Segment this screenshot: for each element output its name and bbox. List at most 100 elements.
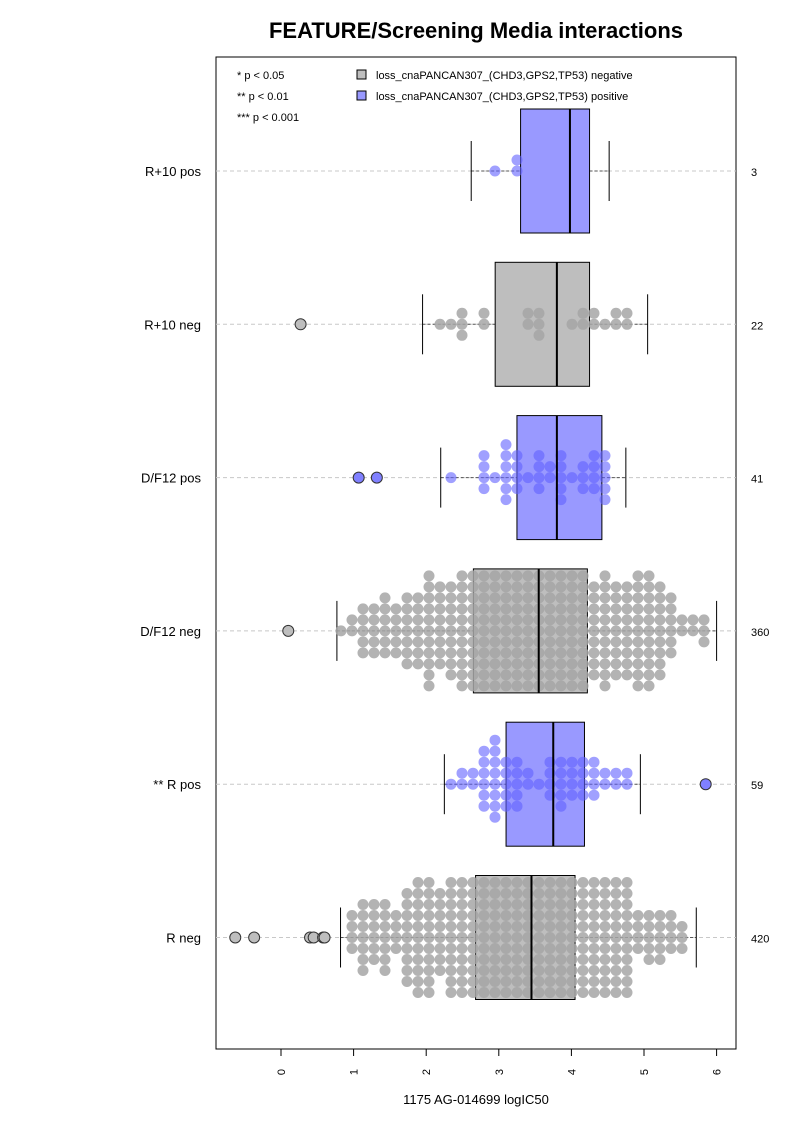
data-point	[423, 932, 435, 943]
data-point	[511, 976, 523, 987]
data-point	[533, 921, 545, 932]
data-point	[445, 976, 457, 987]
data-point	[456, 570, 468, 582]
data-point	[621, 603, 633, 615]
data-point	[588, 592, 600, 604]
data-point	[544, 669, 556, 681]
data-point	[390, 910, 402, 921]
data-point	[621, 307, 633, 319]
data-point	[533, 987, 545, 998]
data-point	[599, 987, 611, 998]
data-point	[665, 592, 677, 604]
data-point	[654, 943, 666, 954]
data-point	[555, 910, 567, 921]
outlier-point	[699, 778, 712, 791]
data-point	[379, 603, 391, 615]
data-point	[412, 954, 424, 965]
data-point	[445, 899, 457, 910]
data-point	[599, 581, 611, 593]
data-point	[610, 987, 622, 998]
data-point	[610, 614, 622, 626]
data-point	[555, 647, 567, 659]
outlier-point	[229, 931, 242, 944]
data-point	[456, 658, 468, 670]
data-point	[412, 877, 424, 888]
data-point	[544, 954, 556, 965]
data-point	[665, 932, 677, 943]
chart-title: FEATURE/Screening Media interactions	[269, 18, 683, 43]
data-point	[621, 767, 633, 779]
data-point	[500, 921, 512, 932]
data-point	[566, 987, 578, 998]
data-point	[599, 614, 611, 626]
data-point	[544, 647, 556, 659]
data-point	[489, 800, 501, 812]
data-point	[357, 625, 369, 637]
data-point	[643, 570, 655, 582]
data-point	[368, 943, 380, 954]
data-point	[654, 614, 666, 626]
data-point	[456, 581, 468, 593]
outlier-point	[294, 318, 307, 331]
data-point	[599, 483, 611, 495]
data-point	[401, 636, 413, 648]
data-point	[566, 965, 578, 976]
data-point	[511, 450, 523, 462]
data-point	[423, 680, 435, 692]
data-point	[588, 318, 600, 330]
data-point	[346, 932, 358, 943]
data-point	[467, 954, 479, 965]
data-point	[467, 767, 479, 779]
data-point	[577, 789, 589, 801]
data-point	[566, 756, 578, 768]
data-point	[423, 570, 435, 582]
data-point	[478, 483, 490, 495]
data-point	[489, 472, 501, 484]
data-point	[610, 954, 622, 965]
data-point	[632, 680, 644, 692]
data-point	[511, 472, 523, 484]
data-point	[489, 570, 501, 582]
data-point	[467, 647, 479, 659]
data-point	[522, 658, 534, 670]
data-point	[599, 636, 611, 648]
data-point	[566, 636, 578, 648]
data-point	[478, 976, 490, 987]
data-point	[412, 943, 424, 954]
data-point	[423, 976, 435, 987]
data-point	[511, 636, 523, 648]
data-point	[357, 603, 369, 615]
data-point	[588, 603, 600, 615]
data-point	[544, 910, 556, 921]
data-point	[445, 921, 457, 932]
data-point	[643, 669, 655, 681]
data-point	[610, 767, 622, 779]
data-point	[489, 680, 501, 692]
data-point	[412, 987, 424, 998]
category-label: R neg	[166, 931, 201, 946]
data-point	[379, 614, 391, 626]
data-point	[566, 318, 578, 330]
data-point	[379, 910, 391, 921]
data-point	[599, 877, 611, 888]
data-point	[379, 954, 391, 965]
data-point	[434, 614, 446, 626]
data-point	[599, 592, 611, 604]
data-point	[610, 976, 622, 987]
data-point	[599, 921, 611, 932]
data-point	[555, 669, 567, 681]
data-point	[522, 603, 534, 615]
data-point	[654, 921, 666, 932]
data-point	[599, 669, 611, 681]
data-point	[500, 910, 512, 921]
data-point	[588, 756, 600, 768]
data-point	[478, 570, 490, 582]
data-point	[423, 636, 435, 648]
data-point	[555, 494, 567, 506]
data-point	[445, 592, 457, 604]
data-point	[346, 943, 358, 954]
data-point	[423, 921, 435, 932]
data-point	[577, 318, 589, 330]
data-point	[577, 943, 589, 954]
data-point	[500, 439, 512, 451]
